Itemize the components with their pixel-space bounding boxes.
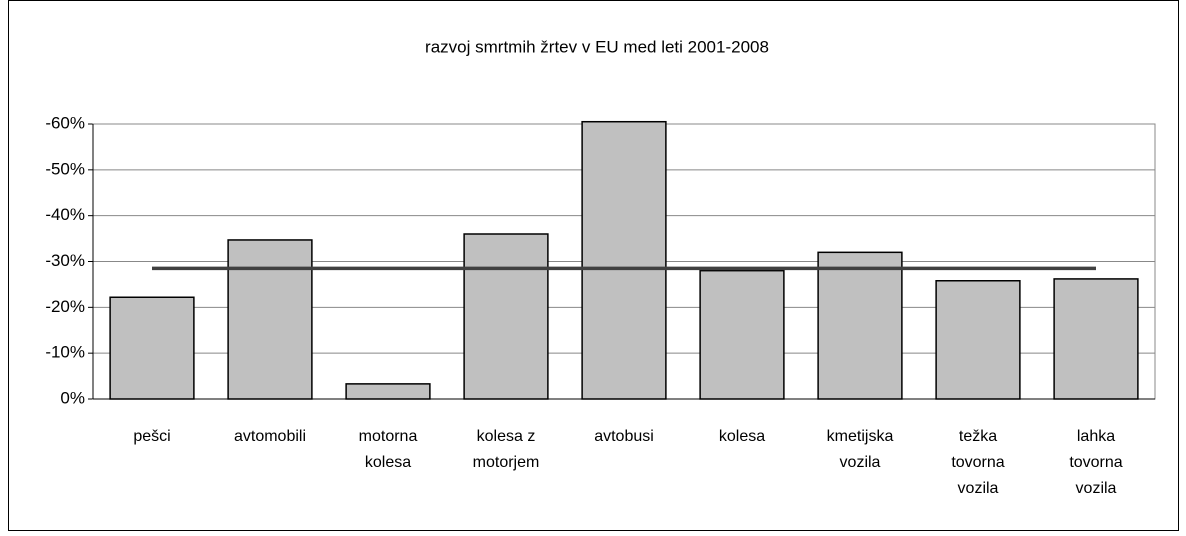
x-tick-label: kolesa z motorjem: [472, 428, 540, 471]
x-tick-label: pešci: [133, 428, 171, 445]
y-tick-label: 0%: [60, 388, 85, 407]
y-tick-label: -10%: [45, 343, 85, 362]
chart-title: razvoj smrtmih žrtev v EU med leti 2001-…: [425, 37, 769, 56]
bar: [1053, 278, 1139, 400]
bar: [581, 120, 667, 400]
bar: [463, 233, 549, 400]
bar: [109, 296, 195, 400]
bar: [935, 280, 1021, 400]
x-tick-label: lahka tovorna vozila: [1069, 428, 1123, 497]
y-tick-label: -60%: [45, 113, 85, 132]
y-tick-label: -50%: [45, 159, 85, 178]
x-tick-label: težka tovorna vozila: [951, 428, 1005, 497]
bar: [817, 251, 903, 400]
x-tick-label: motorna kolesa: [358, 428, 418, 471]
y-tick-label: -30%: [45, 251, 85, 270]
x-tick-label: avtomobili: [233, 428, 307, 445]
bar: [345, 383, 431, 400]
x-tick-label: avtobusi: [594, 428, 654, 445]
y-tick-label: -20%: [45, 297, 85, 316]
y-tick-label: -40%: [45, 205, 85, 224]
x-tick-label: kmetijska vozila: [826, 428, 894, 471]
x-tick-label: kolesa: [718, 428, 766, 445]
bar: [227, 239, 313, 400]
bar: [699, 269, 785, 400]
